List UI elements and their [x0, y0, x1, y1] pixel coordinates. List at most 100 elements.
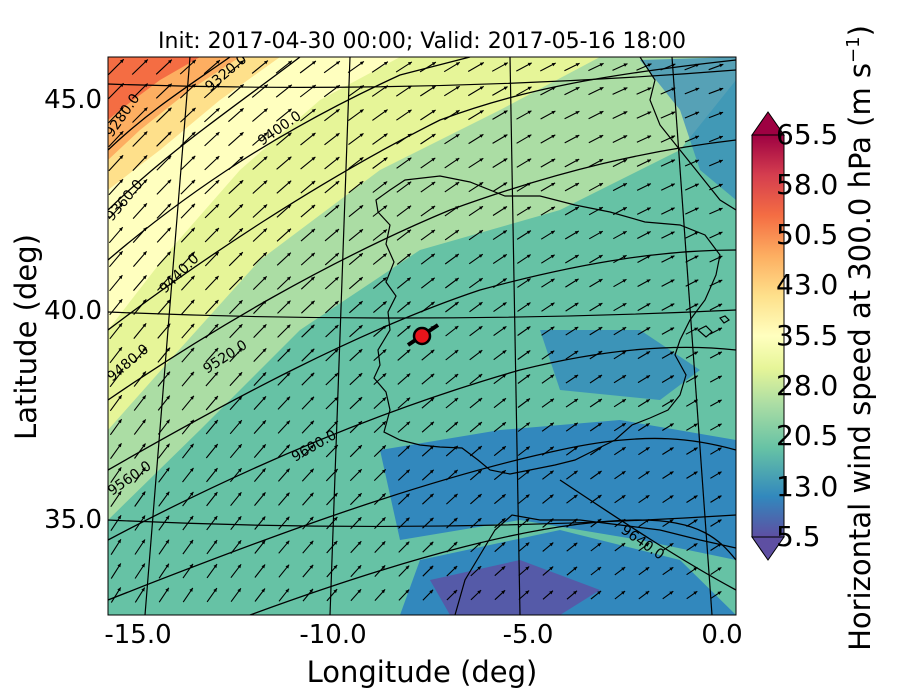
wind-vector-head	[335, 205, 340, 209]
wind-vector-head	[694, 327, 699, 331]
y-axis-label: Latitude (deg)	[9, 234, 43, 440]
wind-vector-head	[430, 253, 435, 258]
wind-vector-head	[165, 491, 170, 496]
wind-vector-head	[695, 87, 700, 92]
wind-vector-head	[357, 517, 362, 522]
wind-vector-head	[478, 422, 482, 426]
wind-vector-head	[670, 231, 675, 235]
wind-vector-head	[455, 158, 460, 162]
wind-vector-head	[165, 467, 170, 472]
wind-vector-head	[671, 111, 676, 115]
wind-vector-head	[598, 375, 602, 379]
wind-vector-head	[405, 469, 410, 474]
wind-vector-head	[526, 350, 531, 355]
balearic-islands	[696, 315, 730, 338]
wind-vector-head	[141, 467, 146, 472]
wind-vector-head	[527, 110, 532, 115]
wind-vector-head	[477, 494, 482, 498]
wind-vector-head	[549, 470, 554, 475]
wind-vector-head	[261, 564, 266, 569]
wind-vector-head	[478, 254, 483, 258]
colorbar-tick-label: 58.0	[776, 168, 838, 201]
wind-vector-head	[405, 565, 410, 570]
wind-vector-head	[551, 158, 556, 163]
wind-vector-head	[719, 87, 724, 92]
wind-vector-head	[143, 203, 147, 208]
wind-vector-head	[501, 566, 506, 570]
wind-vector-head	[574, 207, 579, 211]
wind-vector-head	[310, 372, 315, 377]
wind-vector-head	[573, 446, 578, 451]
wind-vector-head	[310, 396, 314, 401]
wind-vector-head	[551, 111, 556, 115]
wind-vector-head	[669, 423, 674, 427]
wind-vector-head	[430, 277, 435, 282]
wind-vector-head	[407, 133, 412, 138]
wind-vector-head	[238, 300, 243, 305]
wind-vector-head	[117, 563, 121, 568]
wind-vector-head	[669, 567, 674, 571]
wind-vector-head	[190, 443, 194, 448]
wind-vector-head	[549, 566, 554, 571]
wind-vector-head	[239, 204, 243, 208]
wind-vector-head	[165, 539, 169, 544]
wind-vector-head	[694, 231, 699, 235]
wind-vector-head	[215, 204, 219, 208]
wind-vector-head	[526, 326, 531, 331]
wind-vector-head	[503, 110, 508, 114]
wind-vector-head	[118, 419, 122, 424]
wind-vector-head	[358, 373, 363, 377]
wind-vector-head	[622, 375, 626, 379]
wind-vector-head	[454, 302, 459, 306]
wind-vector-head	[526, 398, 530, 403]
wind-vector-head	[310, 324, 315, 329]
wind-vector-head	[454, 374, 459, 378]
wind-vector-head	[479, 86, 484, 90]
wind-vector-head	[502, 398, 506, 402]
wind-vector	[132, 83, 148, 99]
wind-vector-head	[167, 155, 172, 160]
wind-vector-head	[406, 253, 411, 258]
wind-vector-head	[118, 395, 122, 400]
wind-vector-head	[503, 182, 508, 186]
wind-vector-head	[309, 540, 314, 545]
wind-vector-head	[549, 422, 554, 427]
wind-vector-head	[287, 252, 291, 257]
wind-vector-head	[191, 227, 195, 232]
wind-vector-head	[477, 542, 482, 546]
wind-vector-head	[215, 180, 220, 184]
x-tick-label: 0.0	[701, 620, 742, 650]
wind-vector-head	[382, 325, 387, 330]
wind-vector-head	[382, 373, 387, 378]
wind-vector-head	[431, 157, 436, 162]
wind-vector-head	[454, 421, 458, 426]
wind-vector-head	[286, 348, 291, 353]
wind-vector-head	[335, 253, 339, 257]
wind-vector-head	[142, 323, 147, 328]
wind-vector-head	[503, 158, 508, 162]
y-tick-label: 40.0	[44, 296, 102, 326]
wind-vector-head	[214, 300, 219, 304]
wind-vector-head	[623, 159, 628, 163]
wind-vector-head	[693, 495, 698, 499]
wind-vector-head	[167, 83, 172, 88]
wind-vector-head	[646, 231, 651, 235]
wind-vector-head	[718, 327, 722, 332]
wind-vector-head	[143, 107, 148, 112]
wind-vector-head	[718, 183, 723, 188]
colorbar-label: Horizontal wind speed at 300.0 hPa (m s−…	[843, 25, 877, 651]
wind-vector-head	[311, 180, 316, 185]
wind-vector-head	[357, 493, 362, 497]
wind-vector-head	[503, 134, 508, 138]
wind-vector-head	[143, 59, 148, 64]
wind-vector-head	[646, 279, 651, 283]
wind-vector-head	[261, 492, 266, 497]
wind-vector-head	[502, 422, 506, 426]
wind-vector-head	[693, 567, 698, 571]
wind-vector-head	[238, 372, 243, 377]
wind-vector-head	[549, 446, 554, 451]
wind-vector-head	[381, 517, 386, 522]
wind-vector-head	[215, 228, 219, 232]
wind-vector-head	[502, 230, 507, 234]
